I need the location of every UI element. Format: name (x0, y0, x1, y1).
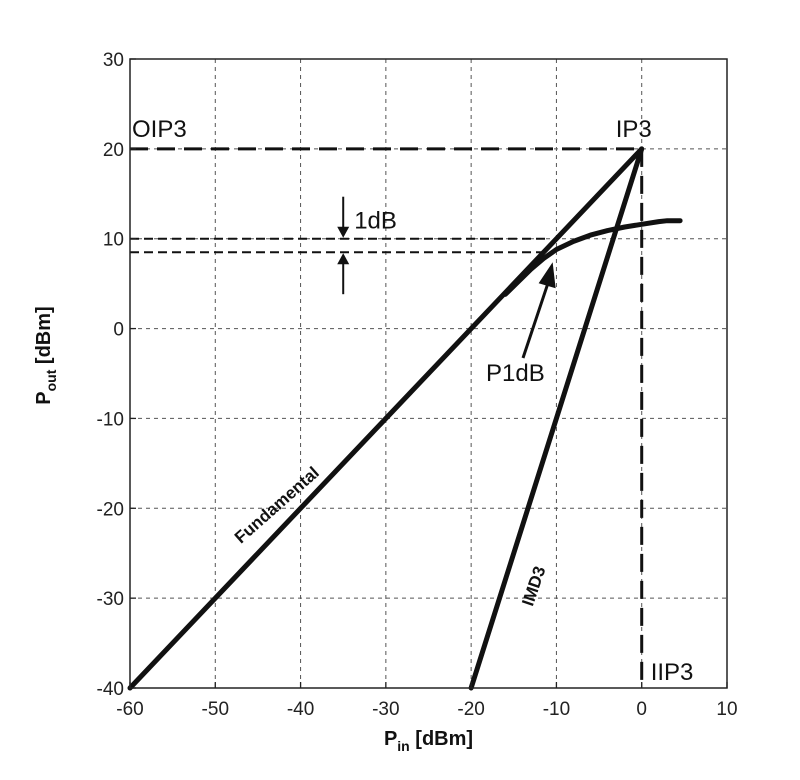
x-axis-label-sub: in (397, 738, 409, 754)
y-tick-label: 30 (103, 50, 124, 71)
one-db-arrow-down-head (337, 226, 350, 238)
x-axis-label: Pin [dBm] (384, 728, 473, 754)
x-tick-label: -50 (202, 699, 229, 720)
y-axis-label: Pout [dBm] (33, 306, 59, 404)
compression-curve (502, 218, 683, 297)
y-tick-label: -30 (97, 589, 124, 610)
x-tick-label: -60 (116, 699, 143, 720)
x-axis-label-main: P (384, 728, 397, 750)
tick-labels: -60 -50 -40 -30 -20 -10 0 10 -40 -30 -20 -10 0 10 20 30 (97, 50, 738, 720)
y-tick-label: 10 (103, 230, 124, 251)
x-tick-label: -10 (543, 699, 570, 720)
p1db-label: P1dB (486, 360, 545, 387)
annotation-markers (337, 196, 556, 359)
x-tick-label: 10 (716, 699, 737, 720)
one-db-label: 1dB (354, 208, 397, 235)
x-tick-label: -40 (287, 699, 314, 720)
x-tick-label: -20 (457, 699, 484, 720)
x-axis-label-unit: [dBm] (410, 728, 473, 750)
one-db-arrow-up-head (337, 253, 350, 265)
ip3-label: IP3 (616, 116, 652, 143)
y-tick-label: -10 (97, 409, 124, 430)
p1db-arrow-shaft (521, 277, 552, 359)
y-axis-label-sub: out (43, 369, 59, 391)
imd3-line (468, 146, 645, 691)
plot-frame (129, 58, 728, 689)
reference-lines (130, 147, 644, 688)
imd3-label: IMD3 (518, 564, 549, 609)
y-axis-label-unit: [dBm] (33, 306, 55, 369)
p1db-arrow-head (538, 262, 556, 289)
iip3-label: IIP3 (651, 659, 694, 686)
x-tick-label: -30 (372, 699, 399, 720)
oip3-label: OIP3 (132, 116, 187, 143)
fundamental-line (127, 146, 645, 691)
y-tick-label: 0 (113, 320, 124, 341)
y-tick-label: -40 (97, 679, 124, 700)
y-tick-label: 20 (103, 140, 124, 161)
y-axis-label-main: P (33, 391, 55, 404)
series-layer (127, 146, 683, 691)
y-tick-label: -20 (97, 499, 124, 520)
x-tick-label: 0 (636, 699, 647, 720)
